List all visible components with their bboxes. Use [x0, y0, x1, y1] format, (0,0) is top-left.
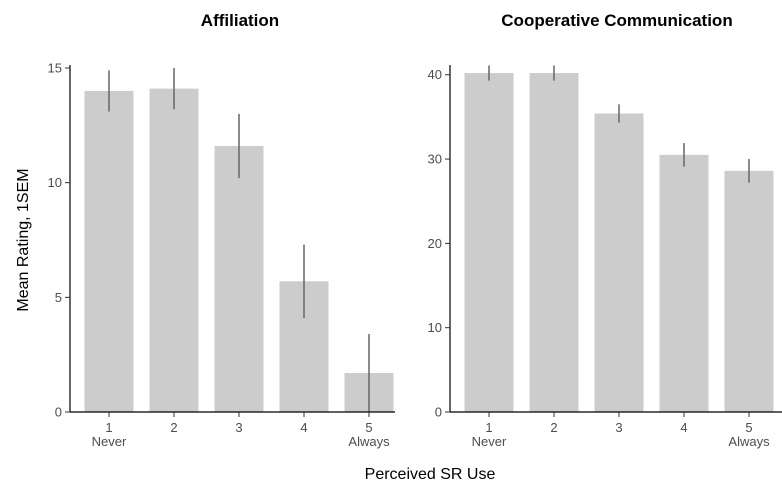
x-tick-label: 2 [550, 420, 557, 435]
x-tick-label: 4 [680, 420, 687, 435]
bar-2 [529, 73, 579, 412]
chart-panel-2: Cooperative Communication 0 10 20 30 40 1Never… [428, 11, 782, 449]
y-axis-title: Mean Rating, 1SEM [15, 168, 32, 311]
bar-1 [84, 90, 134, 412]
y-tick-label: 10 [48, 175, 62, 190]
x-tick-sublabel: Always [348, 434, 390, 449]
bar-4 [659, 154, 709, 412]
x-tick-sublabel: Never [472, 434, 507, 449]
x-tick-label: 5 [745, 420, 752, 435]
x-tick-label: 3 [235, 420, 242, 435]
x-tick-label: 4 [300, 420, 307, 435]
y-tick-label: 0 [55, 405, 62, 420]
x-tick-label: 3 [615, 420, 622, 435]
y-tick-label: 10 [428, 320, 442, 335]
x-tick-sublabel: Never [92, 434, 127, 449]
chart-title: Cooperative Communication [501, 11, 732, 30]
x-tick-sublabel: Always [728, 434, 770, 449]
bar-3 [594, 113, 644, 412]
y-tick-label: 15 [48, 61, 62, 76]
bar-5 [724, 170, 774, 412]
bar-2 [149, 88, 199, 412]
x-tick-label: 2 [170, 420, 177, 435]
x-tick-label: 5 [365, 420, 372, 435]
x-tick-label: 1 [105, 420, 112, 435]
x-tick-label: 1 [485, 420, 492, 435]
y-tick-label: 40 [428, 67, 442, 82]
bar-1 [464, 73, 514, 412]
y-tick-label: 0 [435, 405, 442, 420]
y-tick-label: 20 [428, 236, 442, 251]
x-axis-title: Perceived SR Use [365, 466, 496, 483]
bar-3 [214, 145, 264, 412]
y-tick-label: 30 [428, 152, 442, 167]
chart-title: Affiliation [201, 11, 279, 30]
y-tick-label: 5 [55, 290, 62, 305]
